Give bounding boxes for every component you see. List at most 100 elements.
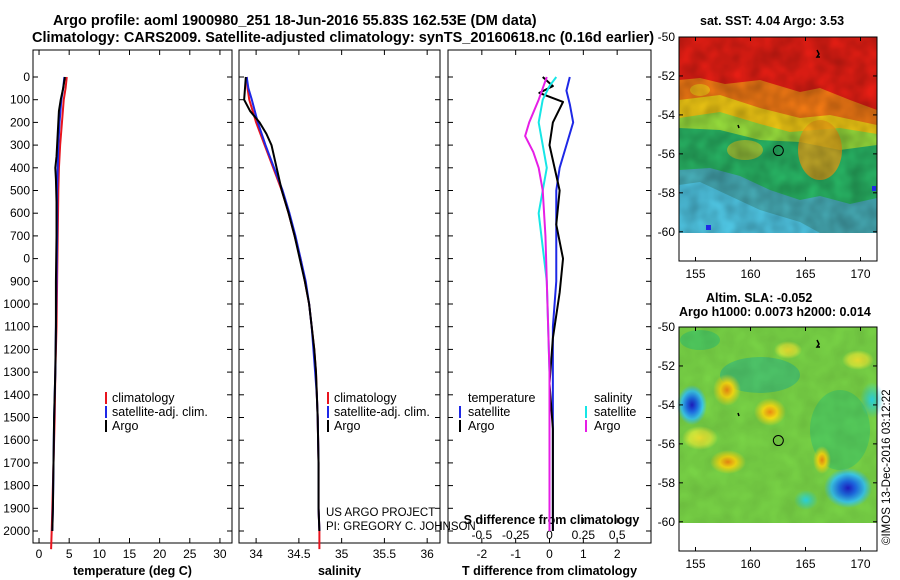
series-argo	[243, 76, 321, 532]
profile-location-marker	[772, 435, 784, 447]
lat-tick-label: -52	[658, 359, 676, 373]
island-mark	[815, 339, 820, 348]
sla-map-frame: -50 -52 -54 -56 -58 -60 155 160 165 170	[658, 320, 878, 571]
lon-tick-label: 155	[685, 267, 705, 281]
y-tick-label: 1200	[3, 342, 30, 356]
legend-label-t-satellite: satellite	[468, 405, 510, 419]
imos-watermark: ©IMOS 13-Dec-2016 03:12:22	[881, 389, 893, 545]
y-tick-label: 1600	[3, 433, 30, 447]
x-tick-label: 30	[213, 547, 227, 561]
legend-label-satellite: satellite-adj. clim.	[112, 405, 208, 419]
x-tick-label: 0	[546, 547, 553, 561]
legend-label-climatology: climatology	[112, 391, 175, 405]
lat-tick-label: -54	[658, 108, 676, 122]
legend-label-argo: Argo	[112, 419, 138, 433]
lat-tick-label: -58	[658, 476, 676, 490]
salinity-panel: 34 34.5 35 35.5 36 salinity	[238, 49, 441, 578]
lon-tick-label: 165	[795, 267, 815, 281]
lat-tick-label: -52	[658, 69, 676, 83]
sst-map	[679, 37, 877, 261]
legend-label-s-satellite: satellite	[594, 405, 636, 419]
island-mark	[815, 49, 820, 58]
lon-tick-label: 170	[850, 557, 870, 571]
legend-label-s-argo: Argo	[594, 419, 620, 433]
series-argo	[51, 76, 66, 532]
y-tick-label: 1000	[3, 297, 30, 311]
sst-pixel-texture	[679, 37, 877, 233]
x-tick-label: 25	[183, 547, 197, 561]
lon-tick-label: 165	[795, 557, 815, 571]
map-frame	[678, 36, 878, 262]
sst-no-data-band	[679, 233, 877, 261]
sst-cold-pixel	[872, 186, 876, 191]
y-tick-label: 1700	[3, 456, 30, 470]
x-tick-label: 34	[249, 547, 263, 561]
y-tick-label: 0	[23, 252, 30, 266]
x-tick-label: 20	[153, 547, 167, 561]
difference-panel: -2 -1 0 1 2 T difference from climatology -0.5…	[447, 49, 652, 578]
y-tick-label: 1400	[3, 388, 30, 402]
lat-tick-label: -54	[658, 398, 676, 412]
y-tick-label: 2000	[3, 524, 30, 538]
s-tick-label: -0.5	[471, 528, 492, 542]
x-tick-label: 35.5	[373, 547, 397, 561]
sst-cold-pixel	[706, 225, 711, 230]
s-tick-label: -0.25	[502, 528, 530, 542]
sst-map-title: sat. SST: 4.04 Argo: 3.53	[700, 14, 844, 28]
x-tick-label: 15	[123, 547, 137, 561]
panel-frame	[32, 49, 233, 544]
x-tick-label: 1	[580, 547, 587, 561]
sla-map	[677, 327, 884, 551]
lat-tick-label: -60	[658, 515, 676, 529]
y-tick-label: 600	[10, 206, 30, 220]
series-temperature-argo	[538, 76, 565, 531]
y-tick-label: 300	[10, 138, 30, 152]
lat-tick-label: -50	[658, 320, 676, 334]
lon-tick-label: 160	[740, 267, 760, 281]
credit-line2: PI: GREGORY C. JOHNSON	[326, 521, 476, 533]
x-axis-label: temperature (deg C)	[73, 564, 192, 578]
temperature-legend: climatology satellite-adj. clim. Argo	[105, 391, 208, 433]
y-tick-label: 1100	[4, 320, 30, 334]
lat-tick-label: -58	[658, 186, 676, 200]
legend-label-satellite: satellite-adj. clim.	[334, 405, 430, 419]
salinity-legend: climatology satellite-adj. clim. Argo	[327, 391, 430, 433]
x-tick-label: 0	[36, 547, 43, 561]
s-tick-label: 0	[546, 528, 553, 542]
difference-salinity-legend: salinity satellite Argo	[585, 391, 636, 433]
s-tick-label: 0.25	[572, 528, 596, 542]
x-axis-label: T difference from climatology	[462, 564, 637, 578]
y-tick-label: 1900	[3, 501, 30, 515]
series-temperature-satellite	[551, 76, 575, 531]
y-tick-label: 100	[10, 93, 30, 107]
lon-tick-label: 160	[740, 557, 760, 571]
temperature-panel: 0100200300400500600700090010001100120013…	[3, 49, 233, 578]
panel-frame	[238, 49, 441, 544]
island-mark	[737, 124, 740, 129]
legend-label-climatology: climatology	[334, 391, 397, 405]
credit-line1: US ARGO PROJECT	[326, 507, 435, 519]
sst-map-frame: -50 -52 -54 -56 -58 -60 155 160 165 170	[658, 30, 878, 281]
lon-tick-label: 170	[850, 267, 870, 281]
x-tick-label: -1	[510, 547, 521, 561]
x-tick-label: 10	[93, 547, 107, 561]
sla-pixel-texture	[679, 327, 877, 523]
s-tick-label: 0.5	[609, 528, 626, 542]
profile-location-marker	[772, 145, 784, 157]
x-tick-label: 2	[614, 547, 621, 561]
legend-label-t-argo: Argo	[468, 419, 494, 433]
lon-tick-label: 155	[685, 557, 705, 571]
lat-tick-label: -56	[658, 437, 676, 451]
legend-title-salinity: salinity	[594, 391, 633, 405]
x-tick-label: 34.5	[287, 547, 311, 561]
series-salinity-argo	[524, 76, 551, 531]
map-frame	[678, 326, 878, 552]
sla-map-title-line2: Argo h1000: 0.0073 h2000: 0.014	[679, 305, 871, 319]
x-tick-label: 35	[335, 547, 349, 561]
legend-title-temperature: temperature	[468, 391, 535, 405]
y-tick-label: 1800	[3, 479, 30, 493]
lat-tick-label: -50	[658, 30, 676, 44]
s-axis-label: S difference from climatology	[464, 513, 640, 527]
y-tick-label: 0	[23, 70, 30, 84]
